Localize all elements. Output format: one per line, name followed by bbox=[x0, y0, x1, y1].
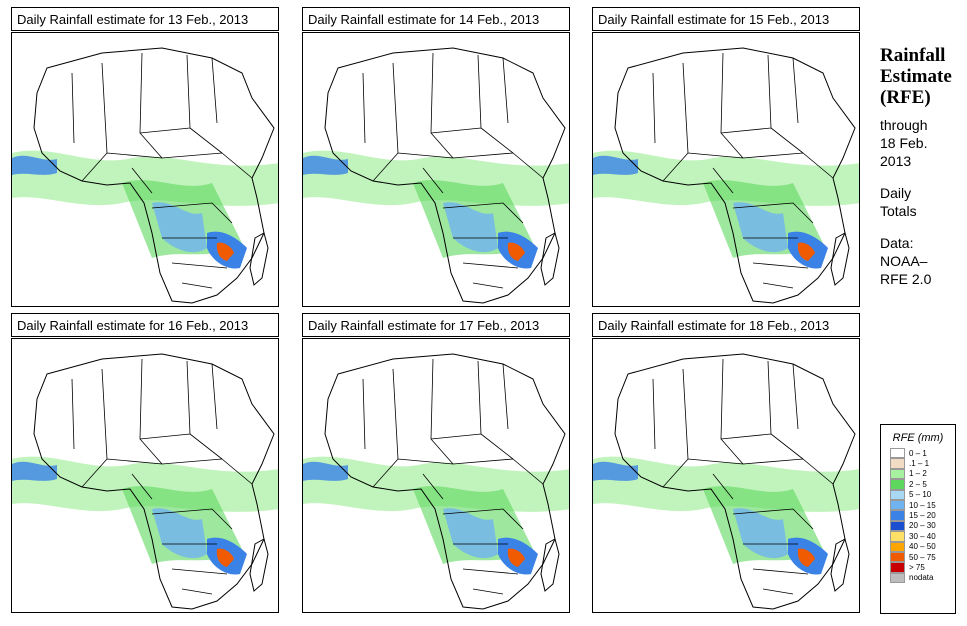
map-panel-18-feb: Daily Rainfall estimate for 18 Feb., 201… bbox=[592, 313, 862, 613]
side-caption: Rainfall Estimate (RFE) through 18 Feb. … bbox=[880, 45, 965, 288]
legend-title: RFE (mm) bbox=[892, 432, 944, 444]
map-panel-15-feb: Daily Rainfall estimate for 15 Feb., 201… bbox=[592, 7, 862, 307]
legend-swatch bbox=[890, 468, 905, 480]
caption-date-1: 18 Feb. bbox=[880, 135, 928, 151]
legend-swatch bbox=[890, 531, 905, 542]
rainfall-map bbox=[592, 32, 860, 307]
legend-swatch bbox=[890, 479, 905, 490]
legend-label: 50 – 75 bbox=[909, 552, 936, 562]
caption-data-2: NOAA– bbox=[880, 253, 928, 269]
panel-title: Daily Rainfall estimate for 14 Feb., 201… bbox=[302, 7, 570, 31]
caption-date-2: 2013 bbox=[880, 153, 912, 169]
legend-label: 5 – 10 bbox=[909, 490, 932, 500]
legend-item: .1 – 1 bbox=[890, 458, 955, 469]
legend-swatch bbox=[890, 562, 905, 573]
caption-heading-2: Estimate bbox=[880, 66, 952, 87]
legend-item: 10 – 15 bbox=[890, 499, 955, 511]
rainfall-map bbox=[302, 338, 570, 613]
legend-item: 5 – 10 bbox=[890, 489, 955, 500]
caption-daily-2: Totals bbox=[880, 203, 917, 219]
rainfall-map bbox=[592, 338, 860, 613]
legend-swatch bbox=[890, 541, 905, 552]
caption-through: through bbox=[880, 117, 928, 133]
legend-label: 40 – 50 bbox=[909, 542, 936, 552]
legend-swatch bbox=[890, 572, 905, 584]
legend-item: 1 – 2 bbox=[890, 468, 955, 480]
legend-item: 50 – 75 bbox=[890, 551, 955, 563]
legend-swatch bbox=[890, 458, 905, 469]
legend-item: 40 – 50 bbox=[890, 541, 955, 552]
legend-label: 2 – 5 bbox=[909, 479, 927, 489]
legend-label: nodata bbox=[909, 573, 934, 583]
map-panel-13-feb: Daily Rainfall estimate for 13 Feb., 201… bbox=[11, 7, 281, 307]
legend-swatch bbox=[890, 489, 905, 500]
legend-label: 30 – 40 bbox=[909, 531, 936, 541]
legend-label: 20 – 30 bbox=[909, 521, 936, 531]
legend-label: 10 – 15 bbox=[909, 500, 936, 510]
panel-title: Daily Rainfall estimate for 16 Feb., 201… bbox=[11, 313, 279, 337]
legend-swatch bbox=[890, 499, 905, 511]
rainfall-map bbox=[11, 338, 279, 613]
legend-swatch bbox=[890, 551, 905, 563]
panel-title: Daily Rainfall estimate for 13 Feb., 201… bbox=[11, 7, 279, 31]
caption-daily-1: Daily bbox=[880, 185, 912, 201]
legend-item: 20 – 30 bbox=[890, 520, 955, 532]
rainfall-map bbox=[11, 32, 279, 307]
legend-label: 1 – 2 bbox=[909, 469, 927, 479]
rainfall-map bbox=[302, 32, 570, 307]
panel-title: Daily Rainfall estimate for 17 Feb., 201… bbox=[302, 313, 570, 337]
legend-item: nodata bbox=[890, 572, 955, 584]
map-panel-17-feb: Daily Rainfall estimate for 17 Feb., 201… bbox=[302, 313, 572, 613]
legend-label: 0 – 1 bbox=[909, 448, 927, 458]
legend-item: 0 – 1 bbox=[890, 448, 955, 459]
legend-swatch bbox=[890, 520, 905, 532]
legend-item: > 75 bbox=[890, 562, 955, 573]
legend-label: .1 – 1 bbox=[909, 459, 930, 469]
legend-item: 2 – 5 bbox=[890, 479, 955, 490]
caption-data-3: RFE 2.0 bbox=[880, 271, 932, 287]
map-panel-14-feb: Daily Rainfall estimate for 14 Feb., 201… bbox=[302, 7, 572, 307]
legend-swatch bbox=[890, 448, 905, 459]
legend-item: 15 – 20 bbox=[890, 510, 955, 521]
legend-item: 30 – 40 bbox=[890, 531, 955, 542]
panel-title: Daily Rainfall estimate for 15 Feb., 201… bbox=[592, 7, 860, 31]
caption-data-1: Data: bbox=[880, 235, 914, 251]
caption-heading-1: Rainfall bbox=[880, 45, 946, 66]
legend-label: > 75 bbox=[909, 562, 925, 572]
map-panel-16-feb: Daily Rainfall estimate for 16 Feb., 201… bbox=[11, 313, 281, 613]
legend-label: 15 – 20 bbox=[909, 511, 936, 521]
panel-title: Daily Rainfall estimate for 18 Feb., 201… bbox=[592, 313, 860, 337]
caption-heading-3: (RFE) bbox=[880, 87, 931, 108]
legend-swatch bbox=[890, 510, 905, 521]
